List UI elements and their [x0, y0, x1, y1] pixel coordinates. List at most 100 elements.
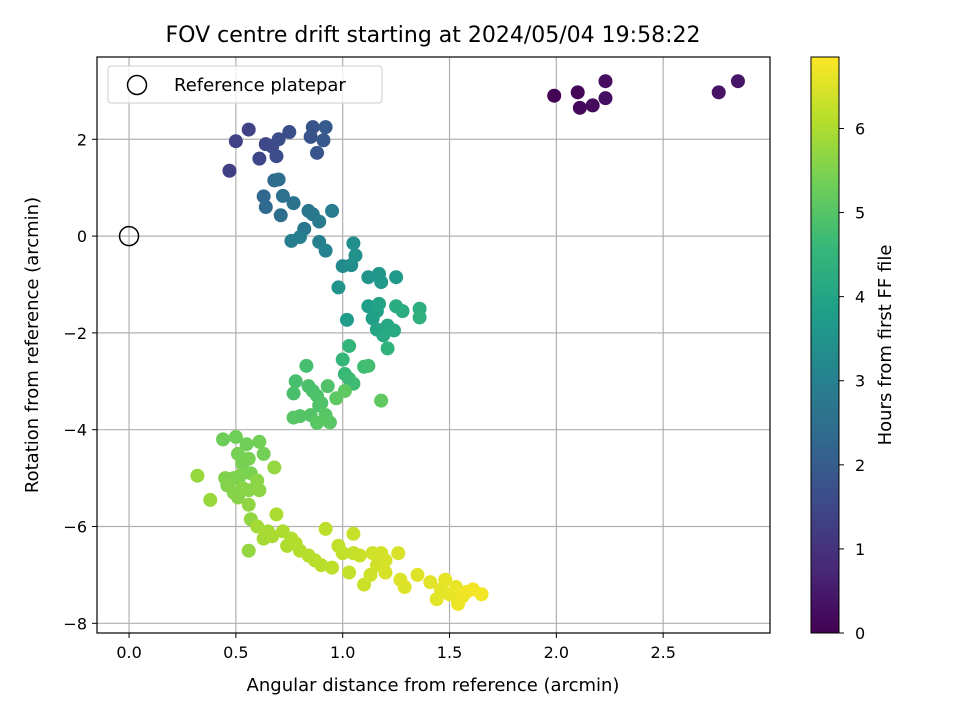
data-point	[190, 468, 205, 483]
colorbar-gradient	[810, 56, 840, 634]
data-point	[346, 236, 361, 251]
data-point	[271, 172, 286, 187]
colorbar: 0 1 2 3 4 5 6 Hours from first FF file	[810, 56, 896, 643]
data-point	[378, 565, 393, 580]
data-point	[337, 383, 352, 398]
data-point	[410, 567, 425, 582]
data-point	[598, 74, 613, 89]
data-point	[547, 88, 562, 103]
data-point	[216, 432, 231, 447]
y-tick-label: −2	[63, 324, 87, 343]
data-point	[570, 85, 585, 100]
data-point	[252, 483, 267, 498]
data-point	[314, 558, 329, 573]
y-tick-label: 2	[77, 130, 87, 149]
data-point	[423, 575, 438, 590]
x-tick-label: 0.5	[223, 643, 248, 662]
y-tick-label: −4	[63, 421, 87, 440]
reference-point	[118, 225, 140, 247]
data-point	[241, 451, 256, 466]
data-point	[286, 386, 301, 401]
y-tick-label: −8	[63, 614, 87, 633]
data-point	[730, 74, 745, 89]
data-point	[282, 125, 297, 140]
colorbar-tick-label: 1	[855, 540, 865, 559]
colorbar-tick-label: 4	[855, 288, 865, 307]
data-point	[572, 100, 587, 115]
colorbar-tick-label: 5	[855, 204, 865, 223]
data-point	[378, 553, 393, 568]
colorbar-label: Hours from first FF file	[875, 245, 896, 446]
y-axis-ticks: −8 −6 −4 −2 0 2	[63, 130, 97, 633]
data-point	[228, 429, 243, 444]
reference-marker	[118, 225, 140, 247]
x-tick-label: 2.0	[544, 643, 569, 662]
data-point	[316, 133, 331, 148]
data-point	[288, 374, 303, 389]
data-point	[372, 296, 387, 311]
data-point	[318, 521, 333, 536]
x-axis-ticks: 0.0 0.5 1.0 1.5 2.0 2.5	[116, 633, 676, 662]
data-point	[335, 546, 350, 561]
legend-marker	[126, 74, 148, 96]
data-point	[222, 163, 237, 178]
data-point	[598, 91, 613, 106]
data-point	[339, 312, 354, 327]
data-point	[342, 338, 357, 353]
data-point	[585, 98, 600, 113]
colorbar-tick-label: 0	[855, 624, 865, 643]
data-point	[346, 526, 361, 541]
data-point	[395, 304, 410, 319]
data-point	[267, 460, 282, 475]
data-point	[412, 310, 427, 325]
data-point	[241, 543, 256, 558]
data-point	[374, 275, 389, 290]
data-point	[386, 323, 401, 338]
x-tick-label: 2.5	[650, 643, 675, 662]
data-point	[241, 483, 256, 498]
data-point	[310, 415, 325, 430]
data-point	[352, 548, 367, 563]
data-point	[241, 497, 256, 512]
data-point	[252, 151, 267, 166]
colorbar-tick-label: 2	[855, 456, 865, 475]
data-point	[239, 437, 254, 452]
x-tick-label: 1.0	[330, 643, 355, 662]
data-point	[438, 572, 453, 587]
data-point	[269, 507, 284, 522]
colorbar-ticks: 0 1 2 3 4 5 6	[839, 119, 865, 643]
data-point	[474, 587, 489, 602]
data-point	[397, 580, 412, 595]
data-point	[241, 122, 256, 137]
colorbar-tick-label: 3	[855, 372, 865, 391]
y-axis-label: Rotation from reference (arcmin)	[22, 197, 43, 493]
data-point	[305, 120, 320, 135]
data-point	[256, 446, 271, 461]
data-point	[380, 341, 395, 356]
data-point	[203, 492, 218, 507]
legend: Reference platepar	[107, 65, 383, 104]
data-point	[318, 243, 333, 258]
data-point	[265, 529, 280, 544]
data-point	[252, 434, 267, 449]
data-point	[271, 132, 286, 147]
data-point	[310, 145, 325, 160]
y-tick-label: 0	[77, 227, 87, 246]
data-point	[299, 358, 314, 373]
data-point	[374, 393, 389, 408]
data-point	[389, 270, 404, 285]
legend-label: Reference platepar	[174, 75, 346, 96]
data-point	[391, 546, 406, 561]
data-point	[228, 134, 243, 149]
data-point	[256, 189, 271, 204]
data-point	[314, 396, 329, 411]
data-point	[376, 328, 391, 343]
data-point	[269, 149, 284, 164]
data-point	[292, 230, 307, 245]
data-point	[286, 196, 301, 211]
data-point	[361, 358, 376, 373]
data-point	[258, 200, 273, 215]
data-point	[275, 188, 290, 203]
data-point	[325, 203, 340, 218]
